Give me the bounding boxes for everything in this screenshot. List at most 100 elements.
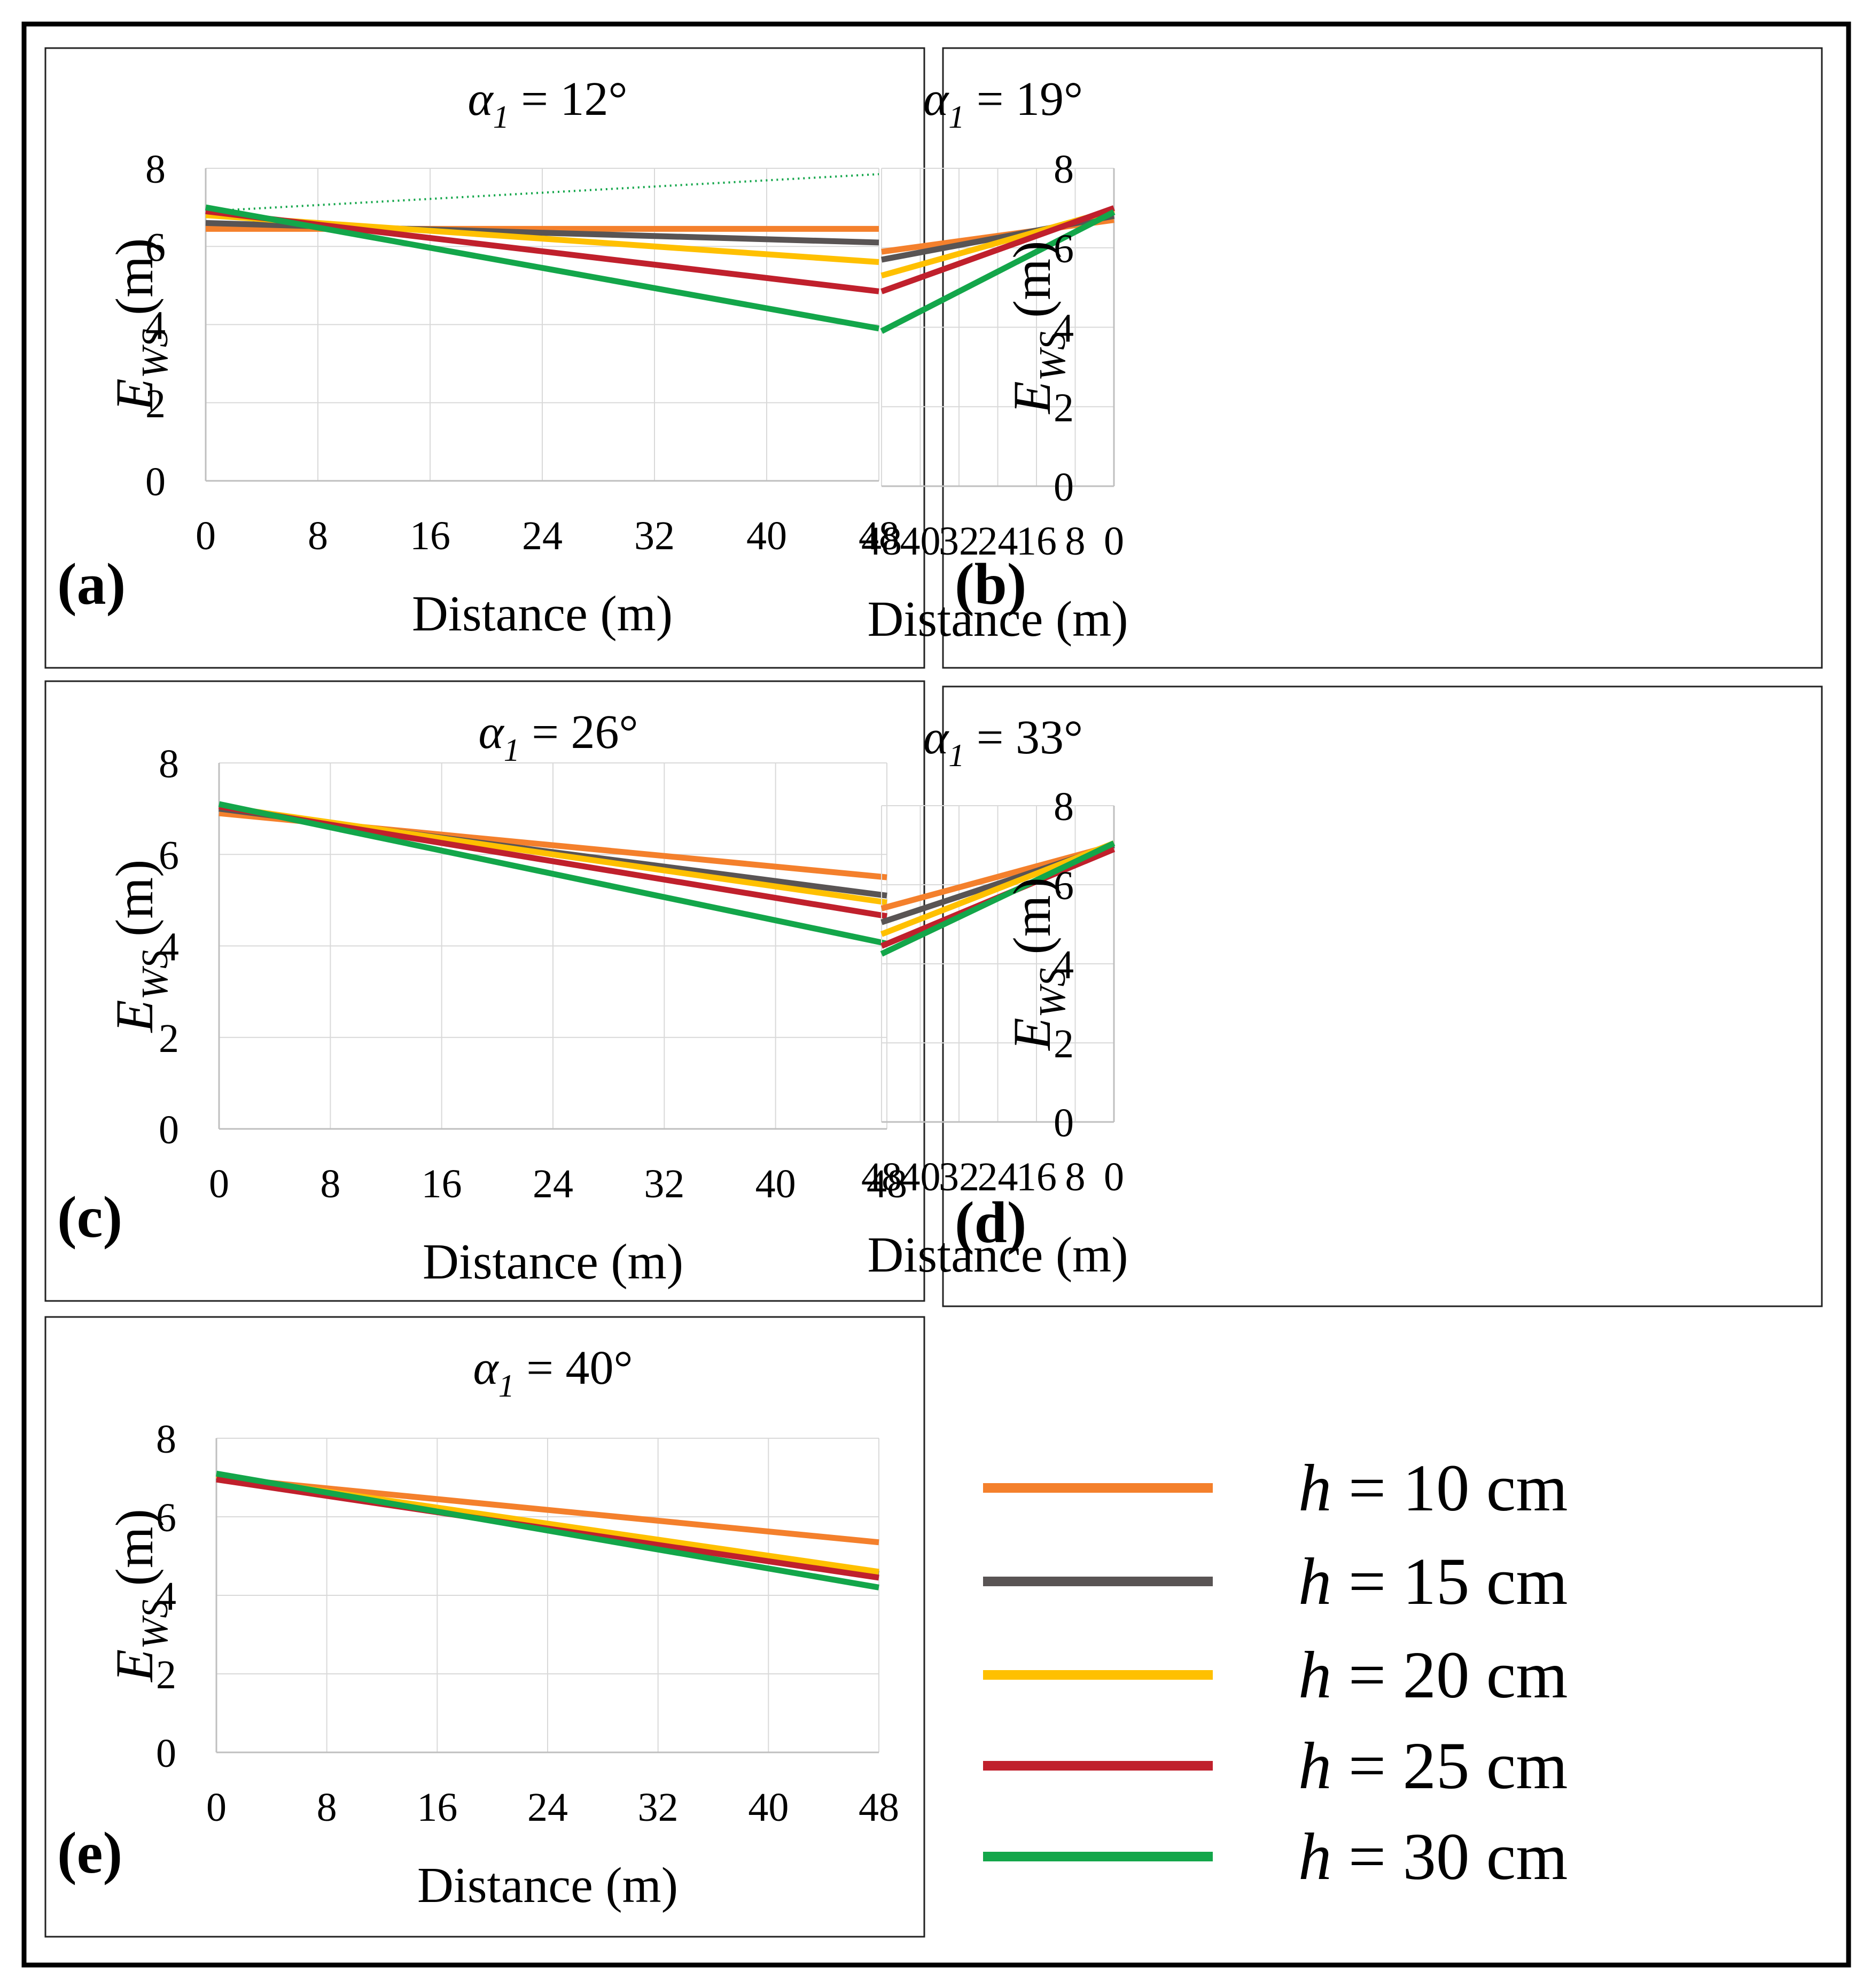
x-axis-label: Distance (m) <box>867 591 1128 647</box>
y-tick-label: 2 <box>159 1016 179 1061</box>
series-line-25cm <box>880 205 1115 294</box>
series-line-30cm <box>218 801 888 947</box>
x-tick-label: 0 <box>206 1785 227 1830</box>
y-tick-label: 0 <box>1054 1101 1074 1145</box>
legend-item-h25: h = 25 cm <box>983 1729 1568 1803</box>
x-tick-label: 32 <box>638 1785 679 1830</box>
y-tick-label: 8 <box>156 1417 176 1462</box>
y-axis-label: EWS (m) <box>1002 241 1073 415</box>
x-tick-label: 16 <box>410 513 450 558</box>
legend-label: h = 30 cm <box>1298 1820 1568 1894</box>
y-tick-label: 6 <box>1054 863 1074 908</box>
y-tick-label: 0 <box>156 1731 176 1776</box>
y-axis-label: EWS (m) <box>105 1509 176 1683</box>
x-tick-label: 0 <box>209 1161 229 1206</box>
y-tick-label: 4 <box>145 303 166 348</box>
legend-label: h = 10 cm <box>1298 1452 1568 1525</box>
panel-frame <box>44 1316 925 1938</box>
series-line-30cm <box>880 840 1116 957</box>
x-tick-label: 32 <box>939 519 979 564</box>
y-tick-label: 2 <box>1054 1022 1074 1066</box>
y-tick-label: 4 <box>156 1574 176 1619</box>
y-tick-label: 4 <box>1054 942 1074 987</box>
x-tick-label: 8 <box>1065 519 1086 564</box>
panel-frame <box>44 47 925 669</box>
chart-title: α1 = 19° <box>923 73 1083 135</box>
y-tick-label: 0 <box>1054 465 1074 510</box>
dotted-trendline <box>205 173 879 213</box>
x-axis-label: Distance (m) <box>867 1227 1128 1283</box>
y-tick-label: 0 <box>159 1108 179 1152</box>
y-tick-label: 8 <box>145 147 166 192</box>
y-tick-label: 8 <box>1054 147 1074 192</box>
legend-label: h = 15 cm <box>1298 1545 1568 1619</box>
x-tick-label: 40 <box>900 519 941 564</box>
chart-title: α1 = 33° <box>923 711 1083 773</box>
x-tick-label: 48 <box>861 519 902 564</box>
series-line-20cm <box>880 840 1116 937</box>
x-tick-label: 48 <box>859 1785 899 1830</box>
y-axis-label: EWS (m) <box>105 238 176 412</box>
y-tick-label: 6 <box>156 1495 176 1540</box>
x-tick-label: 8 <box>1065 1155 1086 1199</box>
figure-border <box>21 21 1851 1968</box>
x-tick-label: 8 <box>320 1161 340 1206</box>
panel-letter: (d) <box>955 1190 1026 1255</box>
series-line-30cm <box>216 1470 879 1591</box>
legend-label: h = 25 cm <box>1298 1729 1568 1803</box>
y-tick-label: 2 <box>1054 385 1074 430</box>
y-tick-label: 2 <box>156 1652 176 1697</box>
y-tick-label: 6 <box>1054 227 1074 271</box>
legend-label: h = 20 cm <box>1298 1639 1568 1712</box>
x-tick-label: 24 <box>978 1155 1018 1199</box>
legend-item-h30: h = 30 cm <box>983 1820 1568 1894</box>
x-tick-label: 24 <box>527 1785 568 1830</box>
panel-letter: (c) <box>57 1184 122 1250</box>
x-tick-label: 32 <box>634 513 675 558</box>
y-tick-label: 2 <box>145 381 166 426</box>
legend-item-h15: h = 15 cm <box>983 1545 1568 1619</box>
y-tick-label: 4 <box>159 925 179 970</box>
x-tick-label: 40 <box>746 513 787 558</box>
x-tick-label: 16 <box>1016 519 1057 564</box>
y-tick-label: 6 <box>145 225 166 270</box>
x-tick-label: 32 <box>939 1155 979 1199</box>
x-tick-label: 48 <box>859 513 899 558</box>
panel-frame <box>942 47 1823 669</box>
x-tick-label: 32 <box>644 1161 684 1206</box>
x-tick-label: 16 <box>417 1785 457 1830</box>
panel-frame <box>44 680 925 1302</box>
x-tick-label: 0 <box>196 513 216 558</box>
y-tick-label: 4 <box>1054 306 1074 351</box>
panel-letter: (e) <box>57 1820 122 1885</box>
chart-title: α1 = 26° <box>479 706 638 768</box>
panel-letter: (b) <box>955 551 1026 617</box>
legend: h = 10 cm h = 15 cm h = 20 cm h = 25 cm h = … <box>983 1452 1568 1894</box>
series-line-30cm <box>880 209 1116 334</box>
chart-title: α1 = 40° <box>473 1342 633 1404</box>
series-line-10cm <box>216 1475 879 1546</box>
x-tick-label: 40 <box>748 1785 789 1830</box>
x-tick-label: 0 <box>1104 519 1124 564</box>
y-tick-label: 0 <box>145 459 166 504</box>
x-tick-label: 0 <box>1104 1155 1124 1199</box>
x-axis-label: Distance (m) <box>417 1858 678 1913</box>
legend-item-h10: h = 10 cm <box>983 1452 1568 1525</box>
panel-letter: (a) <box>57 551 126 617</box>
x-tick-label: 24 <box>533 1161 573 1206</box>
legend-item-h20: h = 20 cm <box>983 1639 1568 1712</box>
x-tick-label: 48 <box>867 1161 907 1206</box>
x-tick-label: 16 <box>422 1161 462 1206</box>
x-tick-label: 40 <box>900 1155 941 1199</box>
y-tick-label: 8 <box>159 742 179 786</box>
panel-frame <box>942 685 1823 1307</box>
y-tick-label: 8 <box>1054 784 1074 829</box>
y-axis-label: EWS (m) <box>105 860 176 1034</box>
series-line-30cm <box>205 204 879 332</box>
x-axis-label: Distance (m) <box>423 1234 683 1290</box>
